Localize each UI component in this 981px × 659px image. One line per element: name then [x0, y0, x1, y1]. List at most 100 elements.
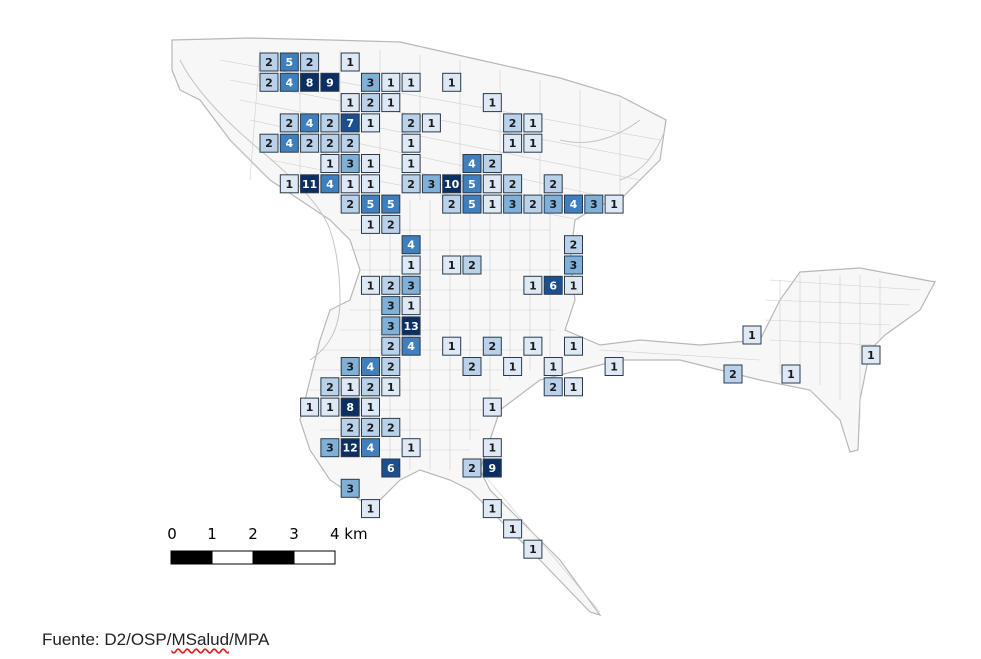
grid-cell: 11 [300, 174, 320, 194]
grid-cell-fill [401, 438, 421, 458]
grid-cell-fill [523, 336, 543, 356]
grid-cell: 10 [442, 174, 462, 194]
grid-cell-count: 1 [367, 279, 375, 292]
grid-cell-fill [503, 113, 523, 133]
grid-cell: 2 [523, 194, 543, 214]
grid-cell-count: 1 [488, 401, 496, 414]
grid-cell-fill [361, 438, 380, 458]
grid-cell-count: 1 [488, 198, 496, 211]
grid-cell-fill [381, 93, 401, 113]
scale-tick-label: 4 km [330, 525, 368, 543]
grid-cell: 2 [543, 174, 563, 194]
grid-cell-fill [462, 174, 482, 194]
grid-cell-fill [259, 72, 279, 92]
grid-cell: 12 [340, 438, 360, 458]
grid-cell-fill [442, 255, 462, 275]
grid-cell-count: 2 [285, 117, 293, 130]
grid-cell-count: 1 [346, 56, 354, 69]
grid-cell: 2 [381, 417, 401, 437]
grid-cell-fill [442, 174, 462, 194]
grid-cell: 3 [340, 478, 360, 498]
grid-cell: 9 [482, 458, 502, 478]
grid-cell: 2 [340, 133, 360, 153]
grid-cell-fill [564, 255, 583, 275]
grid-cell: 2 [361, 377, 380, 397]
grid-cell-count: 1 [387, 97, 395, 110]
grid-cell: 2 [279, 113, 299, 133]
river-line [179, 59, 341, 361]
grid-cell-fill [401, 154, 421, 173]
grid-cell-count: 1 [488, 442, 496, 455]
grid-cell: 2 [462, 255, 482, 275]
grid-cell-fill [300, 174, 320, 194]
grid-cell-fill [462, 255, 482, 275]
grid-cell-count: 1 [787, 368, 795, 381]
grid-cell-fill [381, 357, 401, 376]
grid-cell: 1 [320, 154, 340, 173]
grid-cell-fill [381, 417, 401, 437]
grid-cell-count: 4 [367, 361, 375, 374]
grid-cell-count: 4 [570, 198, 578, 211]
grid-cell-fill [861, 345, 881, 365]
grid-cell-count: 1 [448, 76, 456, 89]
grid-cell: 1 [564, 275, 583, 295]
grid-cell-fill [482, 438, 502, 458]
grid-cell-fill [584, 194, 604, 214]
grid-cell-count: 2 [346, 198, 354, 211]
grid-cell-count: 2 [570, 239, 578, 252]
grid-cell: 4 [361, 357, 380, 376]
grid-cell-fill [462, 194, 482, 214]
grid-cell: 4 [300, 113, 320, 133]
grid-cell: 2 [503, 174, 523, 194]
grid-cell-count: 1 [326, 401, 334, 414]
grid-cell: 3 [361, 72, 380, 92]
grid-cell: 1 [564, 336, 583, 356]
grid-cell: 2 [503, 113, 523, 133]
grid-cell-fill [401, 255, 421, 275]
grid-cell-count: 2 [509, 117, 517, 130]
scale-segment-1 [170, 550, 213, 565]
grid-cell: 3 [584, 194, 604, 214]
grid-cell: 5 [361, 194, 380, 214]
grid-cell: 1 [401, 296, 421, 316]
grid-cell-fill [320, 113, 340, 133]
grid-cell: 5 [462, 194, 482, 214]
grid-cell-count: 1 [529, 340, 537, 353]
grid-cell-count: 6 [549, 279, 557, 292]
grid-cell-fill [462, 357, 482, 376]
grid-cell-count: 2 [265, 56, 273, 69]
grid-cell-fill [320, 438, 340, 458]
grid-cell: 3 [503, 194, 523, 214]
source-prefix: Fuente: D2/OSP/ [42, 630, 172, 649]
grid-cell-count: 2 [448, 198, 456, 211]
grid-cell-fill [279, 113, 299, 133]
grid-cell: 2 [300, 133, 320, 153]
grid-cell: 1 [401, 133, 421, 153]
grid-cell-count: 1 [367, 503, 375, 516]
grid-cell-count: 1 [570, 381, 578, 394]
grid-cell: 1 [523, 336, 543, 356]
grid-cell-fill [340, 174, 360, 194]
grid-cell-fill [361, 214, 380, 234]
grid-cell: 9 [320, 72, 340, 92]
grid-cell-count: 3 [549, 198, 557, 211]
grid-cell: 2 [442, 194, 462, 214]
grid-cell-fill [482, 499, 502, 519]
grid-cell: 5 [279, 52, 299, 72]
grid-cell-count: 1 [509, 137, 517, 150]
grid-cell-fill [259, 52, 279, 72]
grid-cell-fill [482, 154, 502, 173]
grid-cell-count: 2 [509, 178, 517, 191]
grid-cell-count: 2 [407, 117, 415, 130]
grid-cell: 1 [279, 174, 299, 194]
grid-cell-count: 2 [326, 137, 334, 150]
grid-cell-fill [401, 72, 421, 92]
grid-cell-fill [361, 357, 380, 376]
source-suffix: /MPA [229, 630, 270, 649]
grid-cell-fill [482, 336, 502, 356]
east-count-cells: 1 2 1 1 [723, 325, 881, 384]
grid-cell-fill [300, 52, 320, 72]
grid-cell-count: 1 [367, 218, 375, 231]
grid-cell: 2 [361, 417, 380, 437]
grid-cell: 1 [503, 357, 523, 376]
